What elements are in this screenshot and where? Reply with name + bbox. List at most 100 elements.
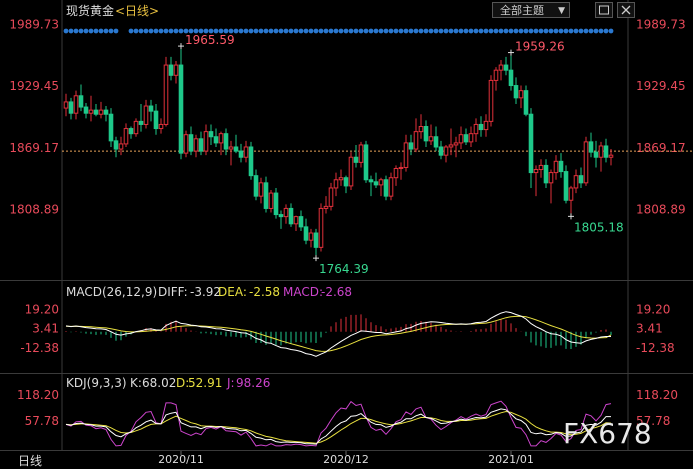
candle-body[interactable] xyxy=(438,146,444,156)
event-dot[interactable] xyxy=(528,28,534,34)
candle-body[interactable] xyxy=(268,192,274,209)
candle-body[interactable] xyxy=(178,64,184,154)
candle-body[interactable] xyxy=(373,181,379,186)
event-dot[interactable] xyxy=(208,28,214,34)
candle-body[interactable] xyxy=(68,101,74,114)
event-dot[interactable] xyxy=(358,28,364,34)
candle-body[interactable] xyxy=(123,128,129,145)
event-dot[interactable] xyxy=(548,28,554,34)
candle-body[interactable] xyxy=(183,134,189,154)
event-dot[interactable] xyxy=(298,28,304,34)
candle-body[interactable] xyxy=(238,150,244,158)
candle-body[interactable] xyxy=(93,109,99,115)
event-dot[interactable] xyxy=(238,28,244,34)
candle-body[interactable] xyxy=(488,79,494,122)
event-dot[interactable] xyxy=(343,28,349,34)
event-dot[interactable] xyxy=(248,28,254,34)
event-dot[interactable] xyxy=(578,28,584,34)
candle-body[interactable] xyxy=(333,179,339,189)
event-dot[interactable] xyxy=(318,28,324,34)
candle-body[interactable] xyxy=(493,69,499,81)
theme-select-button[interactable]: 全部主题 ▼ xyxy=(492,2,570,18)
candle-body[interactable] xyxy=(483,120,489,131)
event-dot[interactable] xyxy=(73,28,79,34)
event-dot[interactable] xyxy=(463,28,469,34)
candle-body[interactable] xyxy=(398,166,404,169)
event-dot[interactable] xyxy=(468,28,474,34)
event-dot[interactable] xyxy=(523,28,529,34)
event-dot[interactable] xyxy=(228,28,234,34)
candle-body[interactable] xyxy=(98,109,104,115)
event-dot[interactable] xyxy=(478,28,484,34)
macd-panel[interactable]: 19.20 19.20 3.41 3.41 -12.38 -12.38 xyxy=(20,302,675,357)
event-dot[interactable] xyxy=(203,28,209,34)
event-dot[interactable] xyxy=(558,28,564,34)
event-dot[interactable] xyxy=(448,28,454,34)
candle-body[interactable] xyxy=(228,146,234,150)
candle-body[interactable] xyxy=(293,216,299,225)
event-dot[interactable] xyxy=(143,28,149,34)
candle-body[interactable] xyxy=(143,105,149,125)
candle-body[interactable] xyxy=(288,207,294,225)
event-dot[interactable] xyxy=(488,28,494,34)
candle-body[interactable] xyxy=(403,142,409,168)
candle-body[interactable] xyxy=(223,133,229,150)
j-line[interactable] xyxy=(65,400,612,447)
event-dot[interactable] xyxy=(563,28,569,34)
candle-body[interactable] xyxy=(213,136,219,144)
candle-body[interactable] xyxy=(478,123,484,131)
event-dot[interactable] xyxy=(278,28,284,34)
candle-body[interactable] xyxy=(363,144,369,181)
expand-button[interactable] xyxy=(595,2,613,18)
event-dot[interactable] xyxy=(243,28,249,34)
candle-body[interactable] xyxy=(348,156,354,187)
candle-body[interactable] xyxy=(313,232,319,248)
event-dot[interactable] xyxy=(573,28,579,34)
candle-body[interactable] xyxy=(188,134,194,152)
candle-body[interactable] xyxy=(603,145,609,158)
candle-body[interactable] xyxy=(418,126,424,133)
event-dot[interactable] xyxy=(513,28,519,34)
candle-body[interactable] xyxy=(103,109,109,115)
candle-body[interactable] xyxy=(113,140,119,150)
event-dot[interactable] xyxy=(93,28,99,34)
candle-body[interactable] xyxy=(408,142,414,150)
event-dot[interactable] xyxy=(258,28,264,34)
event-dot[interactable] xyxy=(183,28,189,34)
event-dot[interactable] xyxy=(263,28,269,34)
event-dot[interactable] xyxy=(398,28,404,34)
candle-body[interactable] xyxy=(118,143,124,150)
candle-body[interactable] xyxy=(428,136,434,142)
event-dot[interactable] xyxy=(293,28,299,34)
event-dot[interactable] xyxy=(68,28,74,34)
candle-body[interactable] xyxy=(133,120,139,135)
event-dot[interactable] xyxy=(423,28,429,34)
event-dot[interactable] xyxy=(233,28,239,34)
event-dot[interactable] xyxy=(268,28,274,34)
candle-body[interactable] xyxy=(528,113,534,174)
event-dot[interactable] xyxy=(568,28,574,34)
event-dot[interactable] xyxy=(303,28,309,34)
event-dot[interactable] xyxy=(148,28,154,34)
candle-body[interactable] xyxy=(353,156,359,163)
candle-body[interactable] xyxy=(593,151,599,158)
candle-body[interactable] xyxy=(258,182,264,197)
event-dot[interactable] xyxy=(553,28,559,34)
event-dot[interactable] xyxy=(103,28,109,34)
event-dot[interactable] xyxy=(453,28,459,34)
candle-body[interactable] xyxy=(538,164,544,171)
candle-body[interactable] xyxy=(338,177,344,181)
candle-body[interactable] xyxy=(308,232,314,241)
candle-body[interactable] xyxy=(583,141,589,184)
event-dot[interactable] xyxy=(78,28,84,34)
event-dot[interactable] xyxy=(393,28,399,34)
event-dot[interactable] xyxy=(498,28,504,34)
event-dot[interactable] xyxy=(163,28,169,34)
event-dot[interactable] xyxy=(438,28,444,34)
event-dot[interactable] xyxy=(428,28,434,34)
event-dot[interactable] xyxy=(413,28,419,34)
event-dot[interactable] xyxy=(603,28,609,34)
candle-body[interactable] xyxy=(233,146,239,152)
candle-body[interactable] xyxy=(248,146,254,177)
event-dot[interactable] xyxy=(378,28,384,34)
